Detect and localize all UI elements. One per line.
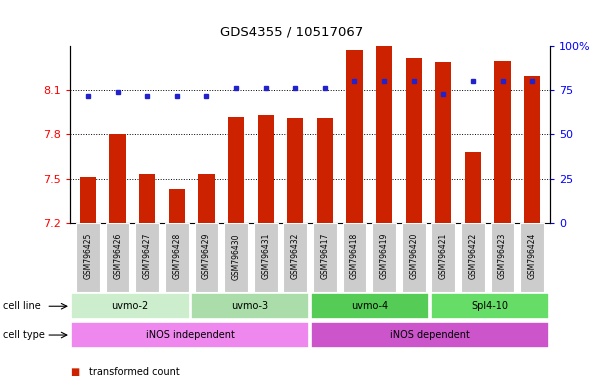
Text: GSM796431: GSM796431 bbox=[261, 233, 270, 280]
Bar bbox=[524, 76, 540, 223]
FancyBboxPatch shape bbox=[310, 322, 549, 348]
Text: GSM796419: GSM796419 bbox=[379, 233, 389, 280]
Text: ■: ■ bbox=[70, 367, 79, 377]
Bar bbox=[228, 117, 244, 223]
FancyBboxPatch shape bbox=[521, 223, 544, 292]
Bar bbox=[139, 174, 155, 223]
Bar bbox=[494, 61, 511, 223]
Text: iNOS dependent: iNOS dependent bbox=[390, 330, 470, 340]
Text: GSM796421: GSM796421 bbox=[439, 233, 448, 279]
Bar bbox=[287, 118, 304, 223]
Text: GSM796430: GSM796430 bbox=[232, 233, 241, 280]
FancyBboxPatch shape bbox=[284, 223, 307, 292]
Bar bbox=[465, 152, 481, 223]
FancyBboxPatch shape bbox=[195, 223, 218, 292]
Bar bbox=[406, 58, 422, 223]
Text: GSM796423: GSM796423 bbox=[498, 233, 507, 280]
Text: GSM796425: GSM796425 bbox=[84, 233, 92, 280]
Bar bbox=[199, 174, 214, 223]
Text: GSM796418: GSM796418 bbox=[350, 233, 359, 279]
Text: GDS4355 / 10517067: GDS4355 / 10517067 bbox=[220, 25, 364, 38]
Text: Spl4-10: Spl4-10 bbox=[472, 301, 508, 311]
Text: uvmo-2: uvmo-2 bbox=[112, 301, 149, 311]
FancyBboxPatch shape bbox=[71, 322, 310, 348]
Text: GSM796424: GSM796424 bbox=[528, 233, 536, 280]
FancyBboxPatch shape bbox=[106, 223, 130, 292]
FancyBboxPatch shape bbox=[136, 223, 159, 292]
Text: GSM796426: GSM796426 bbox=[113, 233, 122, 280]
Text: GSM796428: GSM796428 bbox=[172, 233, 181, 279]
Text: uvmo-3: uvmo-3 bbox=[232, 301, 269, 311]
Text: transformed count: transformed count bbox=[89, 367, 180, 377]
Text: iNOS independent: iNOS independent bbox=[146, 330, 235, 340]
Text: GSM796420: GSM796420 bbox=[409, 233, 418, 280]
Text: uvmo-4: uvmo-4 bbox=[351, 301, 389, 311]
FancyBboxPatch shape bbox=[461, 223, 485, 292]
Text: GSM796432: GSM796432 bbox=[291, 233, 300, 280]
Bar bbox=[435, 62, 452, 223]
FancyBboxPatch shape bbox=[76, 223, 100, 292]
FancyBboxPatch shape bbox=[491, 223, 514, 292]
FancyBboxPatch shape bbox=[224, 223, 248, 292]
Bar bbox=[346, 51, 363, 223]
FancyBboxPatch shape bbox=[431, 293, 549, 319]
FancyBboxPatch shape bbox=[254, 223, 277, 292]
Text: GSM796422: GSM796422 bbox=[469, 233, 477, 279]
FancyBboxPatch shape bbox=[402, 223, 425, 292]
Text: cell type: cell type bbox=[3, 330, 45, 340]
Bar bbox=[169, 189, 185, 223]
Text: GSM796427: GSM796427 bbox=[143, 233, 152, 280]
FancyBboxPatch shape bbox=[310, 293, 430, 319]
FancyBboxPatch shape bbox=[165, 223, 189, 292]
FancyBboxPatch shape bbox=[191, 293, 310, 319]
Bar bbox=[80, 177, 96, 223]
FancyBboxPatch shape bbox=[343, 223, 367, 292]
FancyBboxPatch shape bbox=[71, 293, 189, 319]
FancyBboxPatch shape bbox=[431, 223, 455, 292]
Bar bbox=[109, 134, 126, 223]
Text: GSM796429: GSM796429 bbox=[202, 233, 211, 280]
FancyBboxPatch shape bbox=[313, 223, 337, 292]
Bar bbox=[257, 115, 274, 223]
Bar bbox=[376, 46, 392, 223]
Bar bbox=[316, 118, 333, 223]
FancyBboxPatch shape bbox=[372, 223, 396, 292]
Text: cell line: cell line bbox=[3, 301, 41, 311]
Text: GSM796417: GSM796417 bbox=[320, 233, 329, 280]
